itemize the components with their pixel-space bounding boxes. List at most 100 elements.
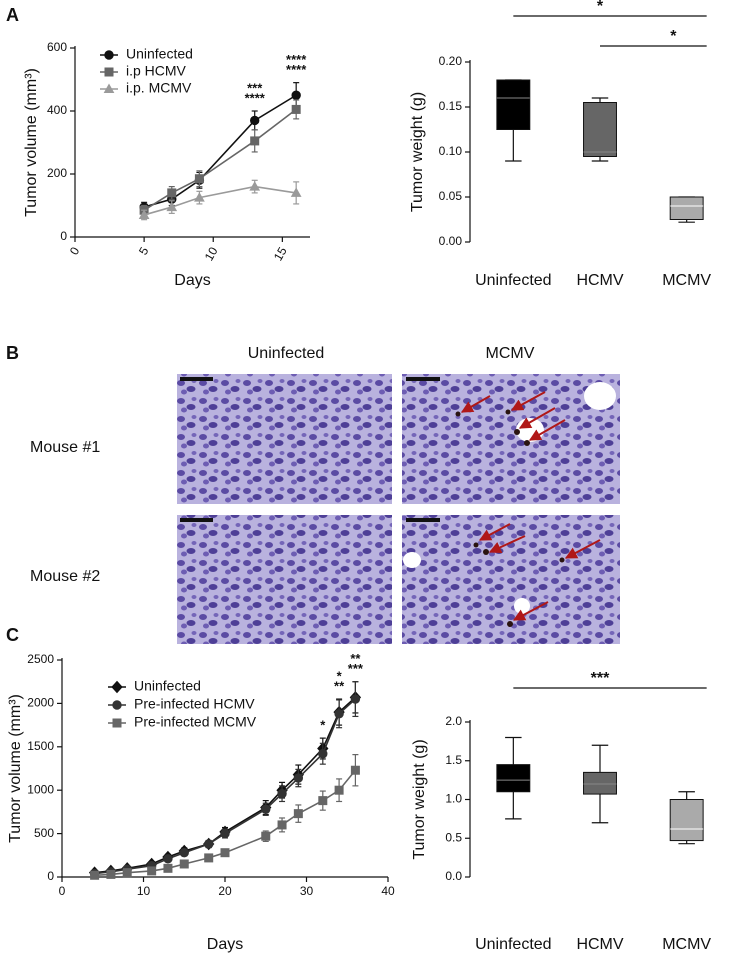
marker [122,868,132,878]
marker [249,181,261,191]
significance: *** [247,80,263,95]
row-label: Mouse #2 [30,568,100,585]
category-label: HCMV [576,936,623,953]
panel-label: B [6,343,19,363]
marker [147,866,157,876]
y-tick-label: 500 [34,826,54,840]
legend-marker [104,50,114,60]
marker [167,188,177,198]
legend-label: Pre-infected MCMV [134,714,257,730]
category-label: Uninfected [475,936,552,953]
legend-marker [104,67,114,77]
marker [318,749,328,759]
category-label: MCMV [662,272,711,289]
y-tick-label: 2.0 [445,714,462,728]
x-tick-label: 10 [202,244,221,263]
x-tick-label: 5 [136,244,152,257]
legend-label: Uninfected [134,678,201,694]
significance: ** [334,678,345,693]
micrograph [402,374,620,504]
panel-label: A [6,5,19,25]
scale-bars [180,377,440,522]
legend-label: Uninfected [126,46,193,62]
marker [277,820,287,830]
marker [293,773,304,783]
y-tick-label: 1.0 [445,792,462,806]
marker [291,104,301,114]
box [669,799,704,842]
significance: ** [350,651,361,666]
y-tick-label: 2500 [27,652,54,666]
x-tick-label: 20 [218,884,232,898]
micrograph [177,374,392,504]
marker [334,785,344,795]
y-axis-title: Tumor volume (mm³) [7,694,24,843]
y-tick-label: 0 [60,229,67,243]
category-label: Uninfected [475,272,552,289]
marker [166,201,178,212]
legend-label: i.p HCMV [126,63,187,79]
marker [261,831,271,841]
x-tick-label: 30 [300,884,314,898]
y-tick-label: 1000 [27,782,54,796]
row-label: Mouse #1 [30,439,100,456]
y-tick-label: 0.00 [439,234,463,248]
y-tick-label: 0.20 [439,54,463,68]
marker [220,828,230,839]
marker [179,859,189,869]
significance: *** [348,661,364,676]
marker [194,174,204,184]
marker [250,136,260,146]
significance: * [320,718,326,733]
y-tick-label: 0.05 [439,189,463,203]
marker [138,209,150,219]
marker [163,854,173,864]
marker [277,788,287,799]
marker [106,869,116,879]
box [669,196,704,220]
legend-label: i.p. MCMV [126,80,192,96]
series-line [143,108,297,211]
y-tick-label: 400 [47,103,67,117]
category-label: MCMV [662,936,711,953]
y-axis-title: Tumor volume (mm³) [23,68,40,217]
y-tick-label: 0.15 [439,99,463,113]
significance: * [337,668,343,683]
x-tick-label: 0 [67,244,83,257]
x-tick-label: 10 [137,884,151,898]
column-header: MCMV [486,345,535,362]
panel-label: C [6,625,19,645]
x-tick-label: 0 [59,884,66,898]
y-tick-label: 1500 [27,739,54,753]
y-tick-label: 0.10 [439,144,463,158]
x-tick-label: 40 [381,884,395,898]
marker [293,809,303,819]
marker [90,870,100,880]
marker [290,187,302,197]
marker [163,863,173,873]
x-axis-title: Days [207,936,243,953]
marker [194,192,205,202]
significance: **** [286,52,307,67]
y-tick-label: 0 [47,869,54,883]
vacuole [403,552,421,568]
legend-marker [103,83,115,93]
y-tick-label: 1.5 [445,753,462,767]
vacuole [584,382,616,410]
y-axis-title: Tumor weight (g) [409,92,426,212]
significance: **** [286,62,307,77]
box [583,771,617,795]
micrograph [177,515,392,644]
y-axis-title: Tumor weight (g) [411,739,428,859]
significance: **** [245,90,266,105]
stained-cells [455,409,565,627]
box [583,102,617,157]
significance: * [670,28,677,45]
category-label: HCMV [576,272,623,289]
series-line [143,94,297,208]
legend-label: Pre-infected HCMV [134,696,255,712]
micrographs [177,374,620,644]
marker [250,115,260,126]
marker [204,839,214,849]
vacuole [514,598,530,614]
